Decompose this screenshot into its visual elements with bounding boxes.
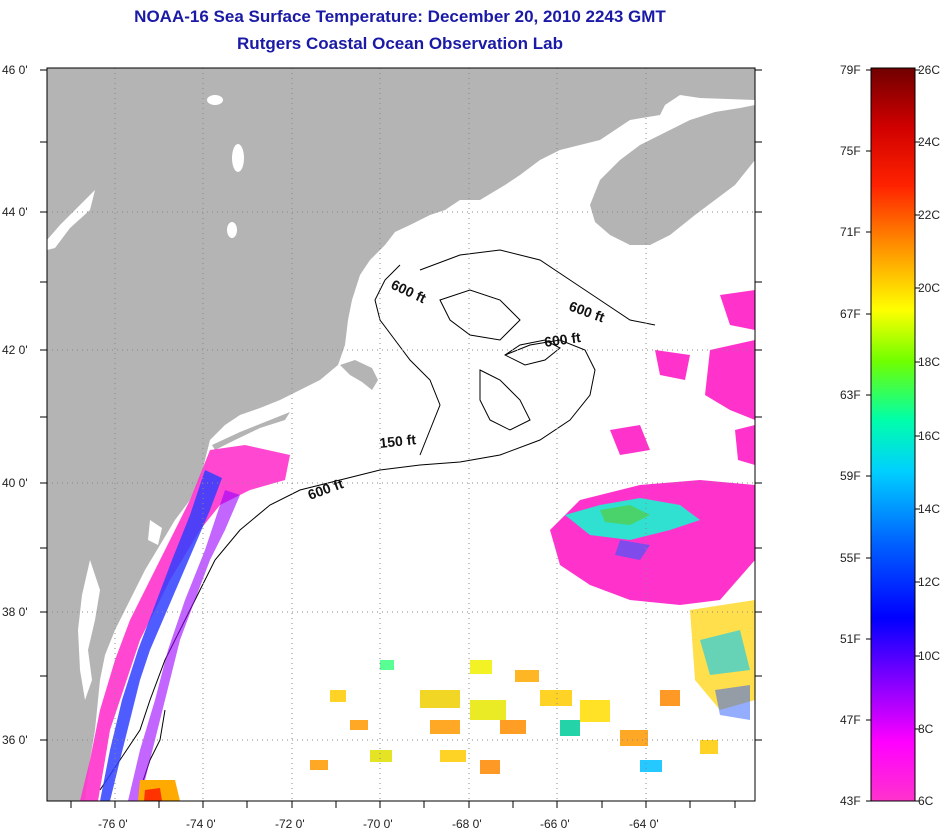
water-delaware-bay (148, 520, 162, 545)
sst-offshore-blue (615, 540, 650, 560)
colorbar-c-label: 26C (918, 63, 940, 77)
contour-label: 600 ft (543, 329, 582, 350)
lat-label: 46 0' (2, 63, 28, 77)
colorbar (870, 67, 916, 802)
map-frame (46, 67, 756, 802)
water-chesapeake (78, 560, 100, 700)
colorbar-c-label: 10C (918, 649, 940, 663)
colorbar-f-label: 75F (840, 144, 861, 158)
sst-ne-patch-2 (655, 350, 690, 380)
sst-ne-patch-4 (610, 425, 650, 455)
colorbar-f-label: 71F (840, 225, 861, 239)
colorbar-c-label: 24C (918, 135, 940, 149)
sst-coastal-blue (100, 470, 222, 801)
colorbar-c-label: 16C (918, 429, 940, 443)
land-long-island (212, 412, 290, 450)
colorbar-c-label: 18C (918, 355, 940, 369)
colorbar-c-label: 12C (918, 575, 940, 589)
colorbar-f-label: 47F (840, 713, 861, 727)
sst-se-cyan (700, 630, 750, 675)
landmasses (47, 68, 755, 801)
colorbar-f-label: 67F (840, 307, 861, 321)
lon-label: -76 0' (98, 817, 128, 831)
colorbar-c-label: 22C (918, 208, 940, 222)
map-title: NOAA-16 Sea Surface Temperature: Decembe… (134, 7, 666, 26)
land-nova-scotia (590, 105, 755, 245)
lat-label: 42 0' (2, 343, 28, 357)
sst-pixels (80, 290, 755, 801)
colorbar-c-label: 6C (918, 794, 934, 808)
sst-south-speckles (310, 660, 718, 774)
sst-offshore-green (600, 505, 650, 525)
lat-label: 44 0' (2, 205, 28, 219)
lake-2 (227, 222, 237, 238)
land-cape-cod (340, 360, 378, 390)
lake-4 (47, 190, 95, 250)
colorbar-f-label: 43F (840, 794, 861, 808)
lake-3 (207, 95, 223, 105)
colorbar-c-label: 20C (918, 281, 940, 295)
depth-contours (99, 249, 656, 791)
lon-label: -66 0' (540, 817, 570, 831)
lon-label: -68 0' (452, 817, 482, 831)
lake-1 (232, 144, 244, 172)
axis-ticks (40, 69, 762, 808)
colorbar-ticks (866, 69, 920, 802)
sst-ne-patch-5 (735, 425, 755, 465)
sst-ne-patch-1 (705, 340, 755, 420)
colorbar-c-label: 14C (918, 502, 940, 516)
lon-label: -74 0' (186, 817, 216, 831)
colorbar-f-label: 55F (840, 551, 861, 565)
contour-label: 150 ft (379, 431, 417, 451)
sst-coastal-purple (128, 490, 240, 801)
colorbar-f-label: 63F (840, 388, 861, 402)
map-subtitle: Rutgers Coastal Ocean Observation Lab (237, 34, 563, 53)
lat-label: 38 0' (2, 605, 28, 619)
lon-label: -72 0' (275, 817, 305, 831)
colorbar-c-label: 8C (918, 722, 934, 736)
colorbar-f-label: 51F (840, 632, 861, 646)
graticule (47, 68, 755, 801)
lon-label: -64 0' (629, 817, 659, 831)
sst-se-blue (715, 685, 750, 720)
land-mainland (47, 68, 755, 801)
colorbar-f-label: 79F (840, 63, 861, 77)
sst-ne-patch-3 (720, 290, 755, 330)
lat-label: 40 0' (2, 476, 28, 490)
lon-label: -70 0' (363, 817, 393, 831)
sst-coastal-magenta (80, 445, 290, 801)
lat-label: 36 0' (2, 733, 28, 747)
sst-warm-tip-red (144, 788, 162, 801)
colorbar-f-label: 59F (840, 469, 861, 483)
